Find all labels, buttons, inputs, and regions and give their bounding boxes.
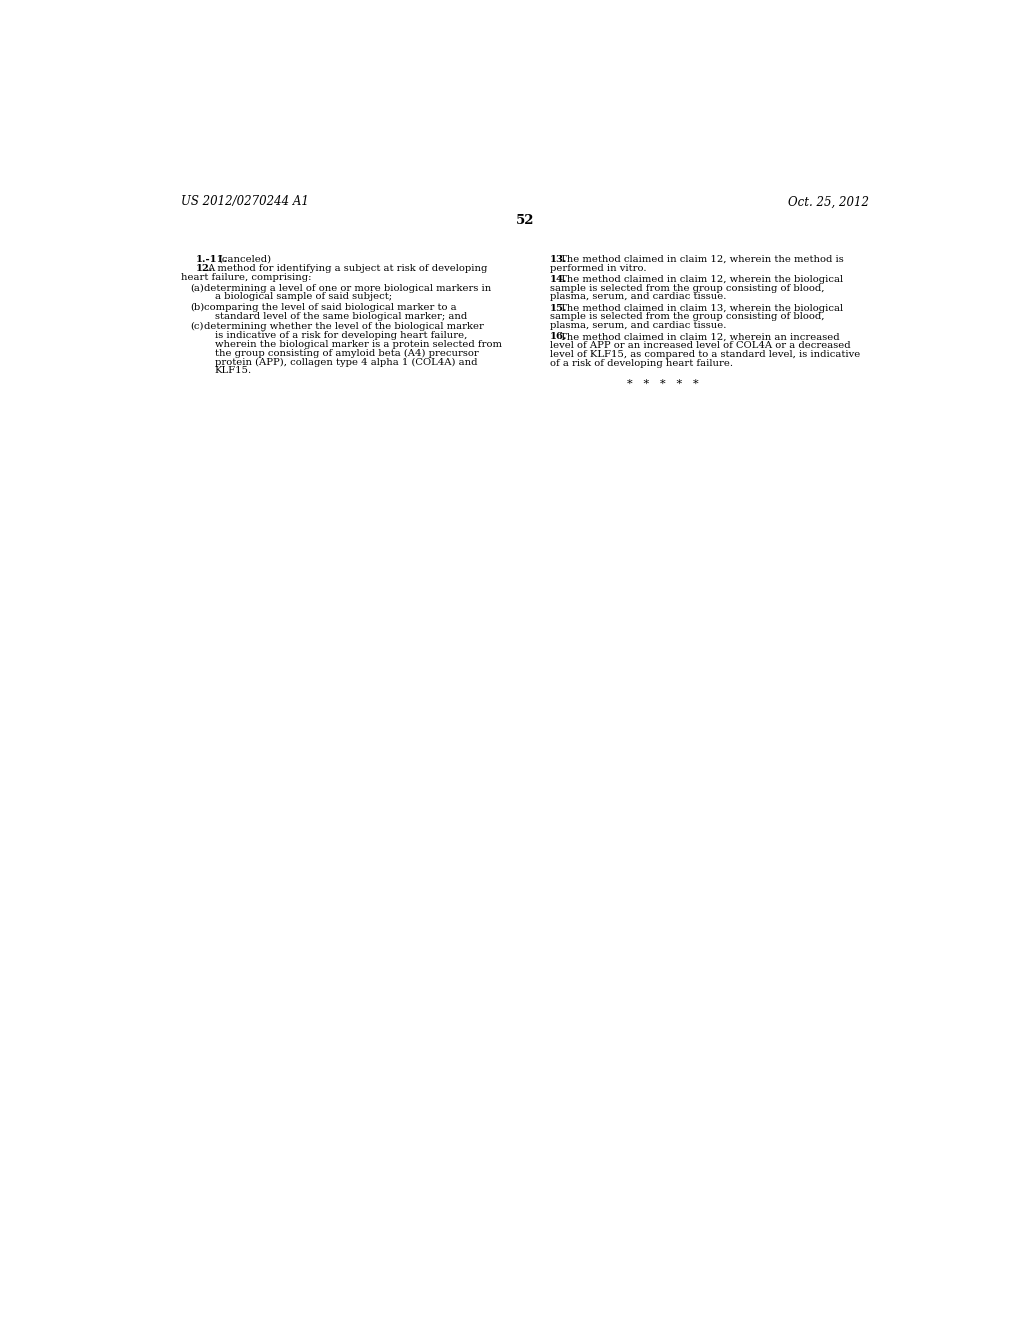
Text: (c): (c) <box>190 322 204 331</box>
Text: performed in vitro.: performed in vitro. <box>550 264 646 272</box>
Text: (a): (a) <box>190 284 204 293</box>
Text: (b): (b) <box>190 302 204 312</box>
Text: The method claimed in claim 12, wherein the biological: The method claimed in claim 12, wherein … <box>560 275 844 284</box>
Text: 16.: 16. <box>550 333 567 342</box>
Text: standard level of the same biological marker; and: standard level of the same biological ma… <box>215 312 467 321</box>
Text: wherein the biological marker is a protein selected from: wherein the biological marker is a prote… <box>215 339 502 348</box>
Text: (canceled): (canceled) <box>218 255 271 264</box>
Text: The method claimed in claim 12, wherein the method is: The method claimed in claim 12, wherein … <box>560 255 844 264</box>
Text: sample is selected from the group consisting of blood,: sample is selected from the group consis… <box>550 284 824 293</box>
Text: determining a level of one or more biological markers in: determining a level of one or more biolo… <box>204 284 492 293</box>
Text: level of KLF15, as compared to a standard level, is indicative: level of KLF15, as compared to a standar… <box>550 350 860 359</box>
Text: plasma, serum, and cardiac tissue.: plasma, serum, and cardiac tissue. <box>550 321 726 330</box>
Text: of a risk of developing heart failure.: of a risk of developing heart failure. <box>550 359 732 368</box>
Text: 12.: 12. <box>197 264 214 273</box>
Text: The method claimed in claim 12, wherein an increased: The method claimed in claim 12, wherein … <box>560 333 840 342</box>
Text: 1.-11.: 1.-11. <box>197 255 228 264</box>
Text: *   *   *   *   *: * * * * * <box>627 379 698 388</box>
Text: 15.: 15. <box>550 304 567 313</box>
Text: US 2012/0270244 A1: US 2012/0270244 A1 <box>180 195 308 209</box>
Text: is indicative of a risk for developing heart failure,: is indicative of a risk for developing h… <box>215 331 467 339</box>
Text: determining whether the level of the biological marker: determining whether the level of the bio… <box>204 322 483 331</box>
Text: 14.: 14. <box>550 275 567 284</box>
Text: 52: 52 <box>515 214 535 227</box>
Text: heart failure, comprising:: heart failure, comprising: <box>180 273 311 282</box>
Text: the group consisting of amyloid beta (A4) precursor: the group consisting of amyloid beta (A4… <box>215 348 478 358</box>
Text: 13.: 13. <box>550 255 567 264</box>
Text: Oct. 25, 2012: Oct. 25, 2012 <box>787 195 869 209</box>
Text: comparing the level of said biological marker to a: comparing the level of said biological m… <box>204 302 457 312</box>
Text: plasma, serum, and cardiac tissue.: plasma, serum, and cardiac tissue. <box>550 293 726 301</box>
Text: The method claimed in claim 13, wherein the biological: The method claimed in claim 13, wherein … <box>560 304 844 313</box>
Text: KLF15.: KLF15. <box>215 367 252 375</box>
Text: a biological sample of said subject;: a biological sample of said subject; <box>215 293 392 301</box>
Text: protein (APP), collagen type 4 alpha 1 (COL4A) and: protein (APP), collagen type 4 alpha 1 (… <box>215 358 477 367</box>
Text: A method for identifying a subject at risk of developing: A method for identifying a subject at ri… <box>207 264 487 273</box>
Text: sample is selected from the group consisting of blood,: sample is selected from the group consis… <box>550 313 824 321</box>
Text: level of APP or an increased level of COL4A or a decreased: level of APP or an increased level of CO… <box>550 342 850 350</box>
